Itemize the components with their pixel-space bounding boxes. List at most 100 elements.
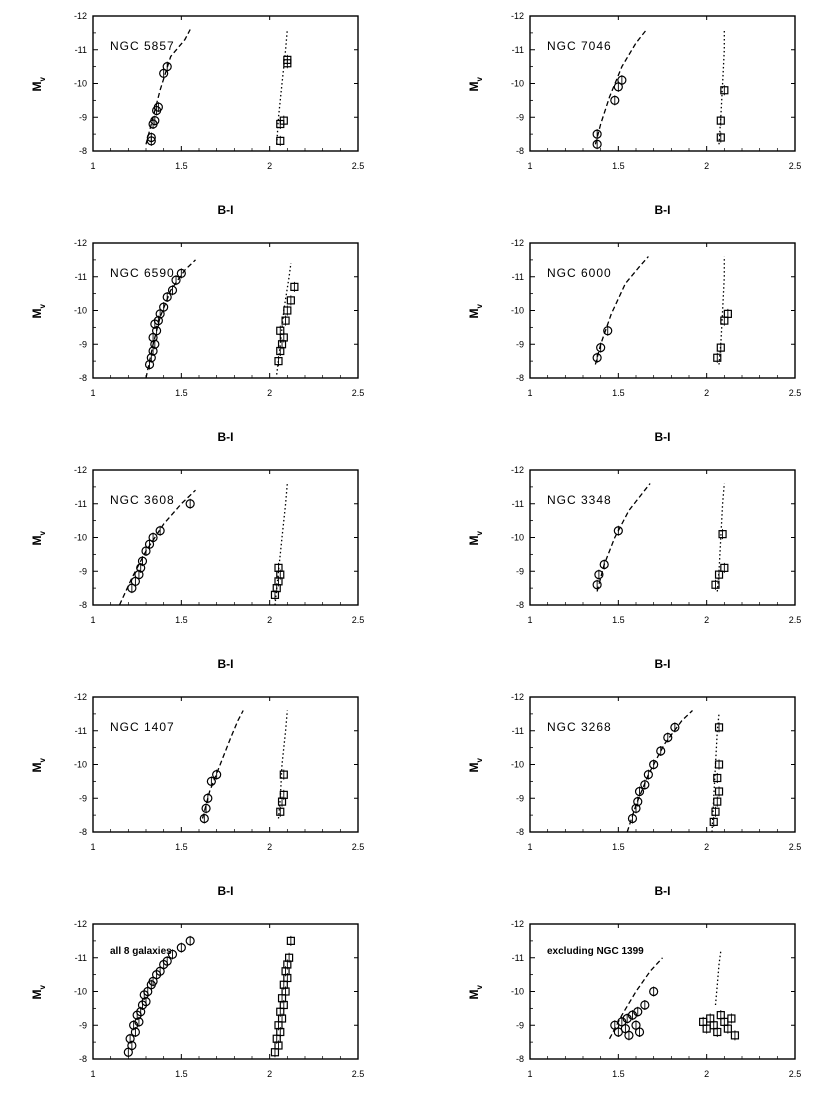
x-tick-label: 1.5: [612, 388, 625, 398]
x-tick-label: 2.5: [789, 615, 802, 625]
x-tick-label: 2.5: [789, 842, 802, 852]
panel-3: -12 -11 -10 -9 -81 1.5 2 2.5 Mv B-I NGC 6590: [30, 238, 364, 444]
panel-title: NGC 7046: [547, 39, 612, 53]
x-tick-label: 2: [704, 388, 709, 398]
x-tick-label: 2: [267, 388, 272, 398]
x-tick-label: 1: [527, 161, 532, 171]
panel-2: -12 -11 -10 -9 -81 1.5 2 2.5 Mv B-I NGC 7046: [467, 11, 801, 217]
x-tick-label: 1: [90, 388, 95, 398]
x-tick-label: 1.5: [175, 842, 188, 852]
x-axis-label: B-I: [218, 203, 234, 217]
y-tick-label: -11: [512, 953, 524, 963]
x-axis-label: B-I: [218, 430, 234, 444]
y-axis-label-main: M: [30, 536, 44, 546]
y-tick-label: -12: [74, 11, 87, 21]
x-tick-label: 1: [527, 842, 532, 852]
y-tick-label: -9: [516, 339, 524, 349]
y-tick-label: -12: [74, 692, 87, 702]
model-line-dotted: [718, 256, 725, 365]
x-axis-label: B-I: [218, 884, 234, 898]
y-tick-label: -12: [511, 465, 524, 475]
y-tick-label: -11: [512, 45, 524, 55]
y-tick-label: -11: [512, 499, 524, 509]
model-line-dotted: [718, 29, 725, 145]
y-tick-label: -11: [512, 272, 524, 282]
panel-8: -12 -11 -10 -9 -81 1.5 2 2.5 Mv B-I NGC 3268: [467, 692, 801, 898]
x-tick-label: 1: [90, 842, 95, 852]
y-tick-label: -12: [511, 11, 524, 21]
x-tick-label: 2.5: [789, 161, 802, 171]
plot-frame: [529, 696, 796, 833]
x-tick-label: 2.5: [352, 842, 365, 852]
y-tick-label: -9: [516, 566, 524, 576]
y-axis-label-sub: v: [475, 304, 484, 309]
y-tick-label: -12: [74, 238, 87, 248]
x-tick-label: 2: [704, 161, 709, 171]
x-tick-label: 2.5: [352, 161, 365, 171]
plot-frame: [529, 923, 796, 1060]
y-axis-label-sub: v: [38, 77, 47, 82]
x-tick-label: 2: [267, 615, 272, 625]
y-tick-label: -11: [75, 499, 87, 509]
panel-1: -12 -11 -10 -9 -81 1.5 2 2.5 Mv B-I NGC 5857: [30, 11, 364, 217]
y-tick-label: -10: [511, 987, 524, 997]
model-line-dashed: [626, 710, 693, 833]
model-line-dashed: [594, 29, 648, 145]
y-tick-label: -10: [74, 760, 87, 770]
y-axis-label: Mv: [467, 304, 484, 319]
y-tick-label: -11: [75, 272, 87, 282]
y-axis-label-sub: v: [38, 531, 47, 536]
y-tick-label: -12: [511, 692, 524, 702]
panel-5: -12 -11 -10 -9 -81 1.5 2 2.5 Mv B-I NGC 3608: [30, 465, 364, 671]
x-tick-label: 1: [527, 1069, 532, 1079]
y-axis-label-sub: v: [475, 531, 484, 536]
y-tick-label: -8: [516, 373, 524, 383]
x-tick-label: 2: [267, 842, 272, 852]
y-tick-label: -9: [79, 112, 87, 122]
y-tick-label: -9: [516, 112, 524, 122]
panel-10: -12 -11 -10 -9 -81 1.5 2 2.5 Mv excluding NGC 139…: [467, 919, 801, 1079]
x-tick-label: 2: [704, 1069, 709, 1079]
plot-frame: [529, 242, 796, 379]
y-axis-label-sub: v: [38, 985, 47, 990]
y-tick-label: -9: [79, 339, 87, 349]
x-tick-label: 1: [527, 388, 532, 398]
model-line-dashed: [594, 256, 649, 365]
x-axis-label: B-I: [655, 430, 671, 444]
panel-4: -12 -11 -10 -9 -81 1.5 2 2.5 Mv B-I NGC 6000: [467, 238, 801, 444]
x-axis-label: B-I: [655, 884, 671, 898]
y-tick-label: -10: [74, 79, 87, 89]
y-tick-label: -11: [75, 953, 87, 963]
y-axis-label-main: M: [467, 309, 481, 319]
y-axis-label-sub: v: [475, 758, 484, 763]
x-tick-label: 1.5: [175, 1069, 188, 1079]
model-line-dashed: [145, 29, 191, 145]
y-axis-label: Mv: [467, 758, 484, 773]
y-axis-label-sub: v: [38, 758, 47, 763]
model-line-dashed: [596, 483, 651, 592]
y-tick-label: -10: [74, 533, 87, 543]
y-axis-label: Mv: [30, 531, 47, 546]
x-tick-label: 2: [267, 161, 272, 171]
y-tick-label: -8: [79, 600, 87, 610]
y-tick-label: -8: [79, 146, 87, 156]
x-axis-label: B-I: [218, 657, 234, 671]
x-tick-label: 1.5: [175, 388, 188, 398]
y-tick-label: -10: [74, 306, 87, 316]
panel-title: NGC 6590: [110, 266, 175, 280]
y-tick-label: -10: [511, 760, 524, 770]
panel-7: -12 -11 -10 -9 -81 1.5 2 2.5 Mv B-I NGC 1407: [30, 692, 364, 898]
y-axis-label-sub: v: [475, 77, 484, 82]
panel-title: all 8 galaxies: [110, 946, 172, 957]
panel-title: NGC 3348: [547, 493, 612, 507]
y-tick-label: -9: [79, 566, 87, 576]
y-axis-label: Mv: [467, 77, 484, 92]
x-tick-label: 2.5: [352, 388, 365, 398]
y-tick-label: -12: [74, 919, 87, 929]
x-tick-label: 1.5: [175, 161, 188, 171]
x-tick-label: 1: [90, 615, 95, 625]
y-axis-label-main: M: [30, 309, 44, 319]
y-axis-label-main: M: [30, 82, 44, 92]
x-tick-label: 1.5: [612, 161, 625, 171]
